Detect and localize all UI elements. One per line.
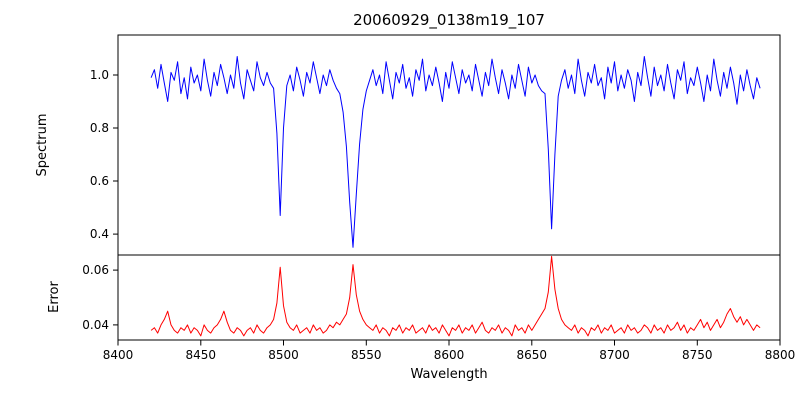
x-tick-label: 8750 xyxy=(682,348,713,362)
y-tick-label: 0.04 xyxy=(82,318,109,332)
plot-content: 0.4 0.6 0.8 1.0 0.04 0.06 8400 8450 8500 8550 8600… xyxy=(82,56,796,362)
x-tick-label: 8600 xyxy=(434,348,465,362)
x-tick-label: 8650 xyxy=(517,348,548,362)
x-axis-label: Wavelength xyxy=(410,367,487,382)
y-tick-label: 0.8 xyxy=(90,121,109,135)
error-panel-frame xyxy=(117,254,781,341)
y-tick-label: 0.06 xyxy=(82,263,109,277)
error-line xyxy=(150,255,761,337)
y-tick-label: 0.6 xyxy=(90,174,109,188)
y-tick-label: 0.4 xyxy=(90,227,109,241)
y-axis-label-spectrum: Spectrum xyxy=(35,114,50,177)
x-tick-label: 8700 xyxy=(599,348,630,362)
x-tick-label: 8500 xyxy=(268,348,299,362)
x-tick-label: 8400 xyxy=(103,348,134,362)
spectrum-line xyxy=(150,56,761,248)
y-tick-label: 1.0 xyxy=(90,68,109,82)
spectrum-panel-frame xyxy=(117,34,781,256)
x-tick-label: 8800 xyxy=(765,348,796,362)
x-tick-label: 8550 xyxy=(351,348,382,362)
x-tick-label: 8450 xyxy=(186,348,217,362)
chart-title: 20060929_0138m19_107 xyxy=(353,11,545,30)
y-axis-label-error: Error xyxy=(47,281,62,313)
